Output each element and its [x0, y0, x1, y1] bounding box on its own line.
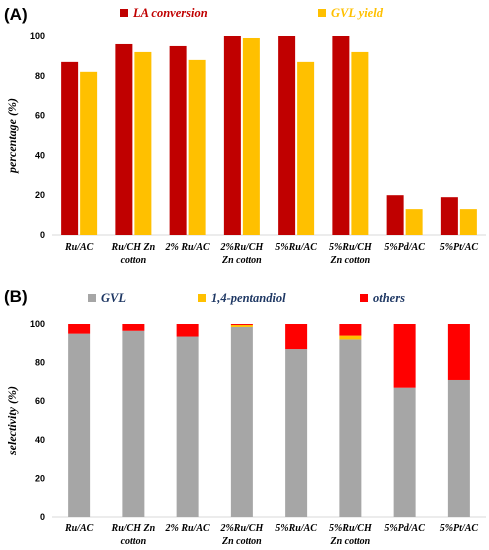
x-tick-label: 5%Pt/AC — [440, 523, 479, 534]
legend-swatch — [198, 294, 206, 302]
bar-segment-others — [122, 324, 145, 331]
bar-segment-others — [68, 324, 91, 334]
bar-gvl-yield — [188, 59, 206, 235]
bar-la-conversion — [440, 197, 458, 235]
bar-segment-gvl — [68, 333, 91, 517]
x-tick-label: 5%Ru/CH — [329, 523, 373, 534]
x-tick-label: Zn cotton — [330, 536, 371, 547]
legend-swatch — [360, 294, 368, 302]
x-tick-label: cotton — [121, 255, 147, 266]
bar-gvl-yield — [242, 37, 260, 235]
bar-segment-others — [285, 324, 308, 350]
x-tick-label: Zn cotton — [221, 255, 262, 266]
x-tick-label: 2%Ru/CH — [219, 242, 264, 253]
x-tick-label: Zn cotton — [330, 255, 371, 266]
y-tick-label: 40 — [35, 435, 45, 445]
y-tick-label: 100 — [30, 31, 45, 41]
panel-a: (A) percentage (%) 0 20 40 60 80 100 LA conversi… — [4, 5, 486, 266]
bar-gvl-yield — [297, 61, 315, 236]
x-tick-label: Ru/AC — [64, 523, 94, 534]
bar-segment-others — [230, 324, 253, 325]
legend-swatch — [88, 294, 96, 302]
panel-label: (A) — [4, 5, 28, 24]
panel-b: (B) selectivity (%) 0 20 40 60 80 100 GVL 1,4-pen… — [4, 287, 486, 547]
x-tick-label: 5%Ru/AC — [275, 523, 317, 534]
y-tick-label: 20 — [35, 473, 45, 483]
y-axis-label: selectivity (%) — [5, 386, 19, 456]
bar-segment-others — [339, 324, 362, 336]
x-tick-label: 5%Pd/AC — [384, 242, 425, 253]
legend-swatch — [120, 9, 128, 17]
bar-segment-gvl — [339, 339, 362, 517]
legend-label: others — [373, 291, 405, 305]
bar-segment-gvl — [176, 336, 199, 517]
x-tick-label: Ru/CH Zn — [111, 242, 156, 253]
bar-segment-others — [447, 324, 470, 380]
y-tick-label: 60 — [35, 111, 45, 121]
y-tick-label: 80 — [35, 358, 45, 368]
bar-gvl-yield — [405, 209, 423, 235]
bar-la-conversion — [169, 45, 187, 236]
legend-label: GVL — [101, 291, 126, 305]
bar-gvl-yield — [134, 51, 152, 235]
bar-la-conversion — [332, 36, 350, 235]
x-tick-label: 2%Ru/CH — [219, 523, 264, 534]
x-tick-label: Ru/CH Zn — [111, 523, 156, 534]
x-tick-label: 2% Ru/AC — [165, 523, 211, 534]
bar-segment-gvl — [230, 326, 253, 517]
bar-segment-pentandiol — [339, 335, 362, 340]
bar-gvl-yield — [80, 71, 98, 235]
bar-la-conversion — [115, 43, 133, 236]
bar-la-conversion — [61, 61, 79, 236]
y-tick-label: 80 — [35, 71, 45, 81]
legend-label: 1,4-pentandiol — [211, 291, 286, 305]
bar-segment-gvl — [122, 330, 145, 517]
y-axis-label: percentage (%) — [5, 98, 19, 174]
legend-label: GVL yield — [331, 6, 384, 20]
legend-label: LA conversion — [132, 6, 208, 20]
bar-la-conversion — [386, 195, 404, 235]
y-tick-label: 60 — [35, 396, 45, 406]
x-tick-label: 5%Pd/AC — [384, 523, 425, 534]
bar-la-conversion — [223, 36, 241, 235]
bar-segment-others — [176, 324, 199, 337]
bar-segment-gvl — [393, 387, 416, 517]
x-tick-label: 5%Ru/CH — [329, 242, 373, 253]
x-tick-label: 5%Ru/AC — [275, 242, 317, 253]
x-tick-label: 5%Pt/AC — [440, 242, 479, 253]
y-tick-label: 0 — [40, 512, 45, 522]
bar-la-conversion — [278, 36, 296, 235]
bar-gvl-yield — [351, 51, 369, 235]
bar-gvl-yield — [459, 209, 477, 235]
bar-segment-others — [393, 324, 416, 388]
y-tick-label: 100 — [30, 319, 45, 329]
y-tick-label: 0 — [40, 230, 45, 240]
x-tick-label: 2% Ru/AC — [165, 242, 211, 253]
x-tick-label: Zn cotton — [221, 536, 262, 547]
x-tick-label: Ru/AC — [64, 242, 94, 253]
bar-segment-gvl — [447, 379, 470, 517]
legend-swatch — [318, 9, 326, 17]
panel-label: (B) — [4, 287, 28, 306]
x-tick-label: cotton — [121, 536, 147, 547]
bar-segment-pentandiol — [230, 324, 253, 327]
y-tick-label: 20 — [35, 190, 45, 200]
bar-segment-gvl — [285, 349, 308, 517]
y-tick-label: 40 — [35, 150, 45, 160]
